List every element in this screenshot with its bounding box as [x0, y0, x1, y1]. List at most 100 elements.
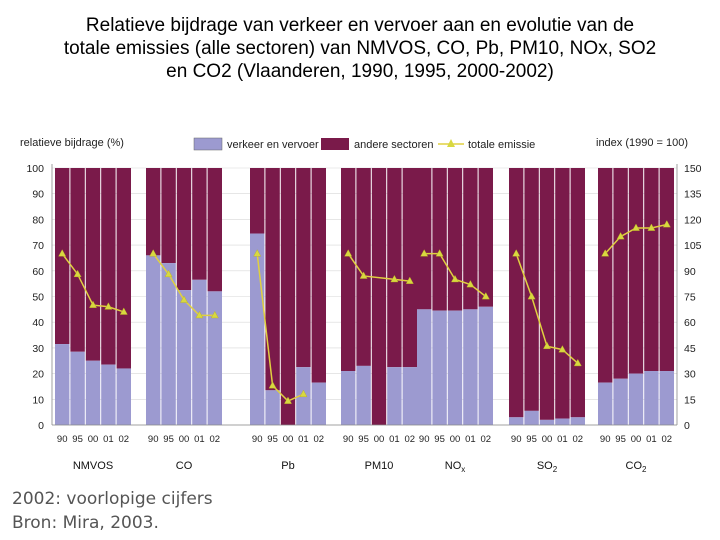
total-emission-point	[435, 249, 444, 257]
group-label: CO	[176, 460, 193, 472]
bar-other-sectors	[341, 168, 356, 372]
bar-transport	[85, 360, 101, 425]
total-emission-point	[466, 280, 475, 288]
bar-other-sectors	[570, 168, 585, 418]
year-tick-label: 95	[434, 434, 445, 445]
total-emission-point	[527, 292, 536, 300]
bar-transport	[101, 364, 116, 425]
total-emission-point	[616, 232, 625, 240]
bar-transport	[555, 418, 570, 425]
total-emission-point	[420, 249, 429, 257]
bar-other-sectors	[555, 168, 570, 419]
bar-transport	[628, 373, 644, 425]
bar-other-sectors	[659, 168, 674, 372]
total-emission-point	[119, 307, 128, 315]
bar-transport	[161, 263, 176, 425]
bar-other-sectors	[478, 168, 493, 307]
right-tick-label: 90	[684, 266, 696, 278]
group-labels: NMVOS CO Pb PM10 NOx SO2 CO2	[73, 460, 647, 474]
bar-transport	[659, 371, 674, 425]
year-tick-label: 95	[163, 434, 174, 445]
year-tick-label: 90	[419, 434, 430, 445]
total-emission-point	[512, 249, 521, 257]
year-tick-label: 90	[148, 434, 159, 445]
total-emission-point	[164, 269, 173, 278]
axes-layer	[51, 164, 678, 426]
right-tick-label: 15	[684, 394, 696, 406]
total-emission-point	[89, 300, 97, 308]
year-tick-label: 01	[389, 434, 400, 445]
bar-other-sectors	[161, 168, 176, 264]
year-tick-label: 00	[631, 434, 642, 445]
bar-other-sectors	[432, 168, 447, 311]
bar-transport	[70, 351, 85, 425]
year-tick-label: 01	[103, 434, 114, 445]
bar-transport	[447, 310, 463, 425]
year-tick-label: 01	[646, 434, 657, 445]
right-tick-label: 75	[684, 292, 696, 304]
left-tick-label: 20	[32, 369, 44, 381]
bar-other-sectors	[280, 168, 296, 425]
legend-label-total: totale emissie	[468, 139, 535, 151]
year-tick-label: 02	[119, 434, 130, 445]
right-tick-label: 0	[684, 420, 690, 432]
total-emission-point	[451, 274, 459, 283]
total-emission-point	[573, 358, 582, 367]
year-tick-label: 95	[358, 434, 369, 445]
bar-other-sectors	[356, 168, 371, 366]
bar-transport	[598, 382, 613, 425]
total-emission-point	[195, 310, 204, 319]
bar-transport	[207, 291, 222, 425]
right-tick-label: 120	[684, 214, 702, 226]
year-tick-label: 00	[450, 434, 461, 445]
legend-swatch-transport	[193, 137, 223, 151]
total-emission-point	[543, 341, 551, 349]
bar-transport	[417, 309, 432, 425]
right-tick-label: 135	[684, 189, 702, 201]
bar-transport	[432, 310, 447, 425]
group-label: NOx	[445, 460, 466, 474]
left-tick-label: 0	[38, 420, 44, 432]
bar-other-sectors	[146, 168, 161, 256]
group-label: NMVOS	[73, 460, 113, 472]
right-tick-labels: 0 15 30 45 60 75 90 105 120 135 150	[684, 163, 702, 432]
bar-other-sectors	[85, 168, 101, 361]
bar-transport	[341, 371, 356, 425]
group-label: SO2	[537, 460, 558, 474]
bar-other-sectors	[509, 168, 524, 418]
bar-transport	[463, 309, 478, 425]
left-tick-label: 70	[32, 240, 44, 252]
total-emission-point	[210, 310, 219, 319]
left-tick-label: 40	[32, 317, 44, 329]
bar-other-sectors	[524, 168, 539, 411]
bar-other-sectors	[402, 168, 417, 368]
bar-transport	[356, 365, 371, 425]
group-label-subscript: x	[461, 465, 465, 474]
bar-other-sectors	[539, 168, 555, 420]
bar-transport	[613, 378, 628, 425]
bar-transport	[402, 367, 417, 425]
bar-other-sectors	[265, 168, 280, 391]
year-tick-labels: 90 95 00 01 02 90 95 00 01 02 90 95 00 01 02 90 95 00 01 02…	[57, 434, 672, 445]
year-tick-label: 00	[374, 434, 385, 445]
left-tick-label: 80	[32, 214, 44, 226]
legend-label-transport: verkeer en vervoer	[227, 139, 319, 151]
total-emission-line	[347, 253, 410, 282]
legend-label-other: andere sectoren	[354, 139, 434, 151]
year-tick-label: 95	[267, 434, 278, 445]
bar-transport	[146, 255, 161, 425]
bar-transport	[524, 410, 539, 425]
year-tick-label: 02	[662, 434, 673, 445]
total-emission-point	[253, 249, 262, 257]
left-tick-labels: 0 10 20 30 40 50 60 70 80 90 100	[26, 163, 44, 432]
total-emission-point	[662, 220, 671, 228]
total-emission-line	[256, 253, 304, 402]
right-tick-label: 105	[684, 240, 702, 252]
bar-other-sectors	[207, 168, 222, 292]
left-axis-title: relatieve bijdrage (%)	[20, 137, 124, 149]
right-tick-label: 60	[684, 317, 696, 329]
year-tick-label: 01	[465, 434, 476, 445]
bars-layer	[55, 168, 674, 425]
year-tick-label: 95	[615, 434, 626, 445]
bar-transport	[55, 344, 70, 425]
